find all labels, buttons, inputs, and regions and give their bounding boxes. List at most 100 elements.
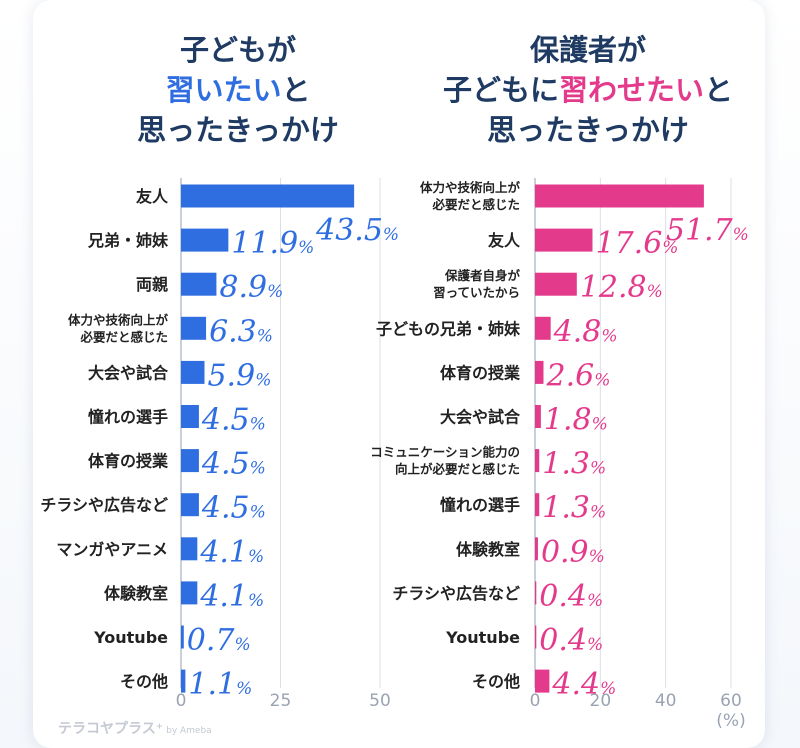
left-value-unit: % <box>248 547 264 567</box>
left-value-unit: % <box>250 415 266 435</box>
right-value-number: 1.3 <box>542 447 590 482</box>
right-value-number: 0.9 <box>541 535 589 570</box>
left-category-label-line: 憧れの選手 <box>88 408 168 427</box>
left-value-number: 4.5 <box>201 491 250 526</box>
left-value-label: 5.9% <box>207 358 271 393</box>
right-value-number: 1.3 <box>542 491 590 526</box>
left-category-label: 友人 <box>136 187 169 206</box>
right-value-label: 17.6% <box>595 226 678 261</box>
left-value-label: 1.1% <box>188 667 252 702</box>
right-value-unit: % <box>587 635 603 655</box>
right-value-label: 12.8% <box>580 270 663 305</box>
brand-logo: テラコヤプラス⁺ by Ameba <box>58 718 212 738</box>
right-value-number: 4.4 <box>551 667 600 702</box>
right-category-label: 保護者自身が習っていたから <box>433 268 520 300</box>
right-tick-label-40: 40 <box>655 691 677 711</box>
left-value-label: 4.5% <box>201 403 266 438</box>
right-title-line-1: 保護者が <box>529 33 646 67</box>
right-bar <box>535 228 593 252</box>
right-value-unit: % <box>601 326 617 346</box>
right-category-label-line: 習っていたから <box>433 285 520 300</box>
right-bar <box>535 449 540 473</box>
right-category-label: 体育の授業 <box>440 363 521 382</box>
right-title-line-3: 思ったきっかけ <box>487 113 689 147</box>
left-value-label: 43.5% <box>315 213 399 248</box>
left-bar <box>181 316 207 340</box>
right-category-label-line: その他 <box>472 672 520 691</box>
left-bar <box>181 184 355 208</box>
right-value-unit: % <box>587 591 603 611</box>
left-category-label: 体験教室 <box>104 584 168 603</box>
right-value-number: 17.6 <box>595 226 662 261</box>
left-chart-title: 子どもが 習いたいと 思ったきっかけ <box>58 30 418 150</box>
left-value-number: 11.9 <box>231 226 298 261</box>
right-value-label: 1.8% <box>544 403 608 438</box>
left-value-unit: % <box>248 591 264 611</box>
left-value-number: 43.5 <box>315 213 383 248</box>
left-category-label: Youtube <box>93 628 168 647</box>
left-bar <box>181 360 205 384</box>
left-title-line-2-rest: と <box>281 73 311 107</box>
right-value-label: 4.8% <box>553 314 618 349</box>
right-value-label: 2.6% <box>545 358 610 393</box>
left-category-label-line: Youtube <box>93 628 168 647</box>
left-category-label: 大会や試合 <box>88 363 169 382</box>
right-category-label: 体験教室 <box>456 540 520 559</box>
left-bar <box>181 228 229 252</box>
right-value-label: 4.4% <box>551 667 616 702</box>
left-bar <box>181 449 199 473</box>
left-value-unit: % <box>383 225 399 245</box>
left-bar <box>181 537 198 561</box>
right-category-label: 子どもの兄弟・姉妹 <box>376 319 521 338</box>
left-title-line-3: 思ったきっかけ <box>137 113 339 147</box>
right-category-label-line: 必要だと感じた <box>431 197 520 212</box>
left-value-unit: % <box>250 503 266 523</box>
left-title-highlight: 習いたい <box>165 73 282 107</box>
right-title-line-2-pre: 子どもに <box>442 73 559 107</box>
right-value-label: 0.4% <box>539 623 603 658</box>
right-category-label-line: チラシや広告など <box>392 584 520 603</box>
left-category-label-line: 兄弟・姉妹 <box>87 231 169 250</box>
right-category-label-line: 体育の授業 <box>440 363 521 382</box>
left-value-label: 11.9% <box>231 226 314 261</box>
right-axis-unit-label: (%) <box>716 711 745 731</box>
left-value-unit: % <box>267 282 283 302</box>
right-value-number: 12.8 <box>580 270 647 305</box>
left-value-number: 4.5 <box>201 403 250 438</box>
left-value-unit: % <box>236 679 252 699</box>
brand-logo-text: テラコヤプラス⁺ <box>58 721 164 737</box>
right-category-label: コミュニケーション能力の向上が必要だと感じた <box>370 445 520 477</box>
right-tick-label-60: 60 <box>720 691 742 711</box>
right-value-unit: % <box>589 547 605 567</box>
left-value-unit: % <box>250 459 266 479</box>
right-tick-label-0: 0 <box>530 691 541 711</box>
right-category-label-line: コミュニケーション能力の <box>370 445 520 460</box>
left-value-unit: % <box>255 370 271 390</box>
right-category-label-line: 体験教室 <box>456 540 520 559</box>
right-category-label-line: 体力や技術向上が <box>420 180 521 195</box>
right-bar <box>535 272 577 296</box>
brand-logo-by: by Ameba <box>166 726 212 736</box>
left-category-label: 体力や技術向上が必要だと感じた <box>68 312 169 344</box>
right-bar <box>535 316 551 340</box>
right-value-number: 51.7 <box>666 213 734 248</box>
left-category-label-line: 体力や技術向上が <box>68 312 169 327</box>
right-category-label: Youtube <box>445 628 520 647</box>
left-value-number: 5.9 <box>207 358 255 393</box>
right-bar <box>535 581 537 605</box>
left-category-label-line: 体験教室 <box>104 584 168 603</box>
left-value-number: 4.5 <box>201 447 250 482</box>
left-category-label-line: 必要だと感じた <box>79 329 168 344</box>
left-bar <box>181 493 199 517</box>
left-category-label-line: 友人 <box>136 187 169 206</box>
right-title-line-2-rest: と <box>704 73 734 107</box>
left-value-label: 0.7% <box>187 623 251 658</box>
right-value-unit: % <box>590 459 606 479</box>
right-category-label-line: 憧れの選手 <box>440 496 520 515</box>
right-value-unit: % <box>647 282 663 302</box>
left-value-label: 6.3% <box>209 314 273 349</box>
right-value-unit: % <box>590 503 606 523</box>
left-tick-label-50: 50 <box>369 691 391 711</box>
